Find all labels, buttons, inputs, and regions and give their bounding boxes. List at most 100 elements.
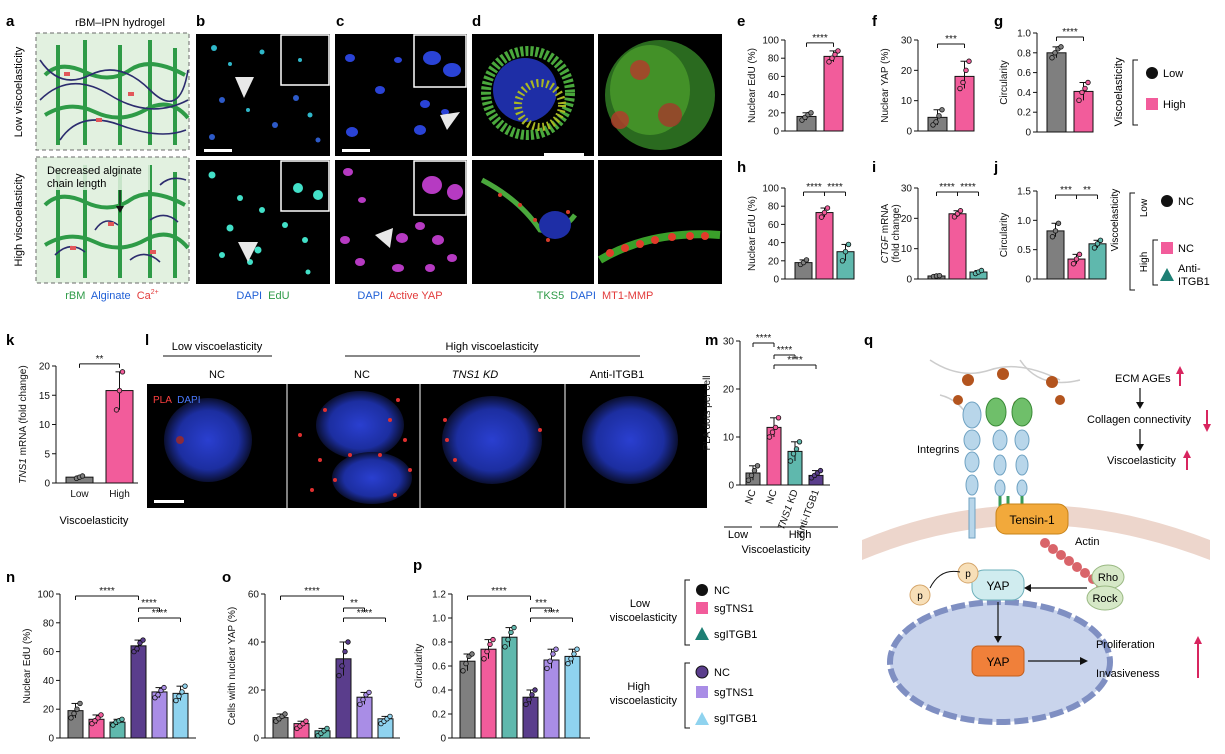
y-tick-label: 0 [906, 127, 912, 138]
l-col-4: Anti-ITGB1 [590, 369, 644, 381]
data-point [1052, 50, 1058, 56]
y-tick-label: 0 [440, 734, 446, 745]
panel-label-p: p [413, 557, 422, 574]
data-point [366, 689, 372, 696]
zoom-red-high [606, 232, 709, 257]
k-xlabel: Viscoelasticity [60, 515, 129, 527]
sig-label: ** [350, 598, 358, 609]
svg-text:sgTNS1: sgTNS1 [714, 603, 754, 615]
dapi-cells-low [209, 95, 321, 143]
svg-text:NC: NC [1178, 243, 1194, 255]
y-axis-label: Nuclear EdU (%) [747, 48, 758, 123]
data-point [1070, 261, 1077, 267]
y-tick-label: 100 [37, 590, 54, 601]
dapi-nuclei-low [345, 51, 461, 137]
legend-l: PLA DAPI [153, 395, 200, 406]
y-tick-label: 40 [768, 238, 780, 249]
data-point [978, 267, 985, 274]
data-point [832, 51, 838, 58]
data-point [796, 439, 803, 445]
data-point [568, 656, 574, 662]
bar [480, 648, 497, 739]
tks5-zoom-high [598, 160, 722, 284]
y-tick-label: 0.6 [432, 662, 446, 673]
legend-b: DAPI EdU [236, 290, 289, 302]
y-tick-label: 5 [44, 449, 50, 460]
calcium-crosslinks [64, 72, 156, 254]
y-tick-label: 1.0 [1017, 216, 1031, 227]
svg-text:NC: NC [714, 585, 730, 597]
l-col-2: NC [354, 369, 370, 381]
data-point [754, 463, 761, 469]
y-tick-label: 10 [39, 420, 51, 431]
annotation-line1: Decreased alginate [47, 165, 142, 177]
y-tick-label: 0.2 [1017, 108, 1031, 119]
l-low-header: Low viscoelasticity [172, 341, 263, 353]
data-point [1052, 228, 1059, 234]
x-tick-label: Low [70, 489, 89, 500]
arrowhead-b-low [235, 77, 254, 98]
data-point [829, 55, 835, 61]
data-point [817, 467, 824, 474]
tensin-1-box [995, 503, 1069, 535]
svg-text:Collagen connectivity: Collagen connectivity [1087, 414, 1191, 426]
data-point [532, 687, 538, 693]
rbm-fibers-high [43, 165, 190, 278]
data-point [835, 48, 841, 54]
data-point [173, 697, 179, 704]
zoom-green-red-low [605, 40, 715, 150]
data-point [134, 646, 140, 652]
svg-text:sgITGB1: sgITGB1 [714, 713, 757, 725]
y-axis-label: Circularity [414, 644, 425, 688]
y-tick-label: 20 [39, 362, 51, 373]
panel-label-f: f [872, 13, 878, 30]
svg-text:Actin: Actin [1075, 536, 1099, 548]
bar [501, 636, 518, 739]
y-tick-label: 0.5 [1017, 245, 1031, 256]
rbm-fibers-low [43, 40, 190, 145]
y-tick-label: 20 [901, 214, 913, 225]
pla-dots-nc-high [298, 398, 412, 497]
data-point [119, 716, 125, 722]
panel-label-h: h [737, 159, 746, 176]
bar [823, 55, 844, 132]
legend-g-high-marker [1146, 98, 1158, 110]
yap-nuclei-high [340, 168, 463, 272]
data-point [511, 624, 517, 631]
y-tick-label: 10 [901, 244, 913, 255]
data-point [936, 113, 942, 119]
data-point [933, 119, 939, 125]
data-point [571, 651, 577, 657]
legend-g: Viscoelasticity Low High [1113, 57, 1186, 126]
data-point [790, 451, 797, 457]
y-tick-label: 0.4 [1017, 88, 1031, 99]
panel-label-d: d [472, 13, 481, 30]
data-point [182, 683, 188, 689]
svg-text:Viscoelasticity: Viscoelasticity [1110, 189, 1121, 252]
y-axis-label: Cells with nuclear YAP (%) [227, 607, 238, 725]
data-point [1049, 55, 1055, 61]
y-tick-label: 20 [248, 686, 260, 697]
sig-label: **** [357, 608, 373, 619]
svg-text:High: High [1163, 99, 1186, 111]
data-point [490, 636, 496, 643]
y-axis-label: Circularity [999, 213, 1010, 257]
data-point [529, 692, 535, 698]
data-point [1085, 79, 1091, 86]
m-group-low: Low [728, 529, 748, 541]
sig-label: **** [756, 333, 772, 344]
data-point [826, 59, 832, 65]
panel-c: c DAPI Active YAP [335, 13, 467, 302]
svg-text:Integrins: Integrins [917, 444, 960, 456]
data-point [1097, 237, 1104, 243]
data-point [487, 641, 493, 648]
y-tick-label: 10 [723, 433, 735, 444]
sig-label: *** [535, 598, 547, 609]
data-point [481, 656, 487, 662]
data-point [161, 684, 167, 691]
chart-i: 0 10 20 30 CTGF mRNA (fold change) **** **** [880, 182, 988, 286]
bar [1046, 230, 1065, 280]
